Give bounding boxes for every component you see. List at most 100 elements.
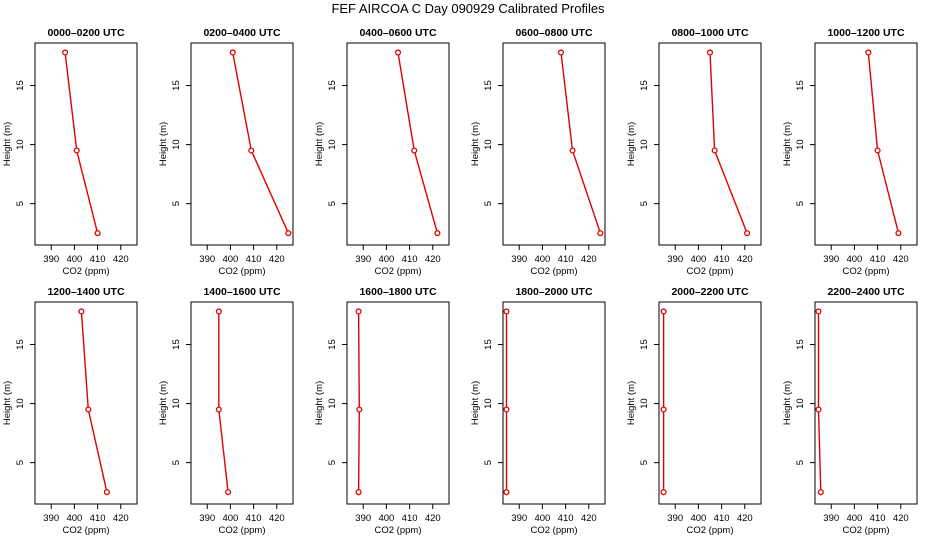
plot-frame	[346, 42, 450, 246]
data-point	[503, 308, 510, 315]
y-tick-label: 10	[639, 398, 650, 409]
y-tick-label: 10	[639, 139, 650, 150]
x-tick-label: 400	[534, 254, 550, 265]
data-point	[94, 230, 101, 237]
data-point	[62, 49, 69, 56]
plot-frame	[502, 42, 606, 246]
x-axis-label: CO2 (ppm)	[375, 266, 422, 277]
x-tick-label: 390	[355, 254, 371, 265]
subplot-title: 0200–0400 UTC	[203, 27, 280, 39]
data-point	[503, 406, 510, 413]
y-tick-label: 10	[327, 139, 338, 150]
subplot-title: 0800–1000 UTC	[671, 27, 748, 39]
subplot: 2000–2200 UTC 390 400 410 420 5 10 15 CO2 (ppm) H…	[626, 286, 762, 536]
x-tick-label: 400	[222, 254, 238, 265]
subplot-title: 1000–1200 UTC	[827, 27, 904, 39]
plot-frame	[190, 42, 294, 246]
subplot: 2200–2400 UTC 390 400 410 420 5 10 15 CO2 (ppm) H…	[782, 286, 918, 536]
x-tick-label: 390	[667, 254, 683, 265]
subplot: 1800–2000 UTC 390 400 410 420 5 10 15 CO2 (ppm) H…	[470, 286, 606, 536]
x-axis-label: CO2 (ppm)	[219, 266, 266, 277]
profile-line	[232, 52, 290, 234]
x-tick-label: 400	[690, 254, 706, 265]
y-tick-label: 15	[795, 339, 806, 350]
x-axis-label: CO2 (ppm)	[531, 525, 578, 536]
data-point	[215, 308, 222, 315]
subplot-title: 0000–0200 UTC	[47, 27, 124, 39]
y-tick-label: 15	[795, 80, 806, 91]
x-axis-label: CO2 (ppm)	[531, 266, 578, 277]
y-tick-label: 15	[15, 339, 26, 350]
y-tick-label: 10	[171, 139, 182, 150]
y-axis-label: Height (m)	[2, 122, 13, 166]
subplot: 0200–0400 UTC 390 400 410 420 5 10 15 CO2 (ppm) H…	[158, 27, 294, 277]
subplot-title: 2200–2400 UTC	[827, 286, 904, 298]
x-tick-label: 400	[378, 513, 394, 524]
data-point	[215, 406, 222, 413]
x-tick-label: 400	[846, 513, 862, 524]
data-point	[815, 308, 822, 315]
data-point	[394, 49, 402, 56]
x-tick-label: 390	[667, 513, 683, 524]
data-point	[660, 406, 667, 413]
y-axis-label: Height (m)	[470, 381, 481, 425]
y-tick-label: 5	[795, 201, 806, 206]
profile-line	[560, 52, 602, 234]
y-tick-label: 15	[639, 339, 650, 350]
x-tick-label: 400	[66, 254, 82, 265]
x-tick-label: 420	[425, 513, 441, 524]
x-axis-label: CO2 (ppm)	[843, 525, 890, 536]
x-tick-label: 390	[199, 254, 215, 265]
y-axis-label: Height (m)	[782, 122, 793, 166]
y-tick-label: 10	[483, 398, 494, 409]
y-axis-label: Height (m)	[314, 122, 325, 166]
x-tick-label: 420	[113, 513, 129, 524]
y-axis-label: Height (m)	[314, 381, 325, 425]
x-tick-label: 400	[690, 513, 706, 524]
y-tick-label: 10	[15, 398, 26, 409]
plot-frame	[814, 42, 918, 246]
data-point	[895, 230, 902, 237]
x-tick-label: 420	[737, 254, 753, 265]
y-tick-label: 15	[483, 80, 494, 91]
y-axis-label: Height (m)	[470, 122, 481, 166]
profile-line	[80, 311, 108, 493]
x-axis-label: CO2 (ppm)	[843, 266, 890, 277]
y-tick-label: 5	[15, 460, 26, 465]
y-tick-label: 10	[795, 139, 806, 150]
plot-frame	[658, 301, 762, 505]
y-tick-label: 5	[15, 201, 26, 206]
y-tick-label: 10	[795, 398, 806, 409]
subplot: 1200–1400 UTC 390 400 410 420 5 10 15 CO2 (ppm) H…	[2, 286, 138, 536]
y-tick-label: 10	[327, 398, 338, 409]
subplot-title: 0600–0800 UTC	[515, 27, 592, 39]
data-point	[660, 308, 667, 315]
x-tick-label: 390	[823, 513, 839, 524]
y-tick-label: 15	[327, 80, 338, 91]
y-tick-label: 5	[795, 460, 806, 465]
x-tick-label: 400	[534, 513, 550, 524]
x-tick-label: 390	[823, 254, 839, 265]
data-point	[78, 308, 85, 315]
data-point	[874, 147, 881, 154]
subplot-title: 0400–0600 UTC	[359, 27, 436, 39]
data-point	[225, 489, 232, 496]
x-tick-label: 410	[558, 254, 574, 265]
data-point	[411, 147, 418, 154]
data-point	[434, 230, 441, 237]
profile-line	[218, 311, 229, 493]
x-tick-label: 400	[222, 513, 238, 524]
data-point	[557, 49, 565, 56]
x-tick-label: 420	[425, 254, 441, 265]
profile-line	[867, 52, 900, 234]
plot-frame	[34, 42, 138, 246]
y-tick-label: 5	[639, 201, 650, 206]
x-tick-label: 400	[66, 513, 82, 524]
x-axis-label: CO2 (ppm)	[63, 266, 110, 277]
y-tick-label: 5	[171, 460, 182, 465]
plot-frame	[346, 301, 450, 505]
x-tick-label: 420	[893, 513, 909, 524]
data-point	[229, 49, 236, 56]
plot-frame	[814, 301, 918, 505]
